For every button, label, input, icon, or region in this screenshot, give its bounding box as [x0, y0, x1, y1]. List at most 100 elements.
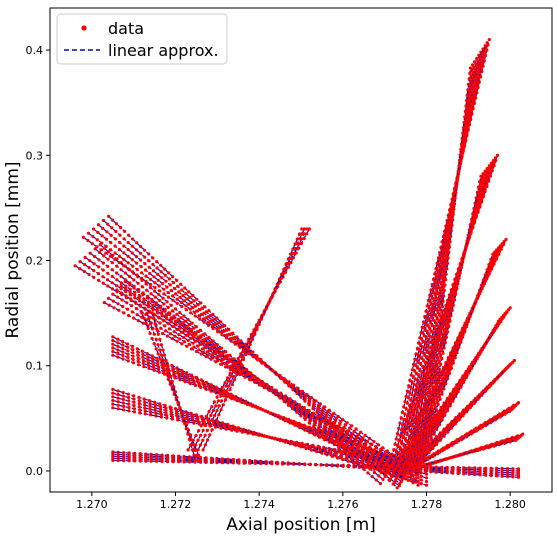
- data-point: [436, 357, 440, 361]
- data-point: [126, 240, 130, 245]
- data-point: [438, 415, 442, 419]
- data-point: [102, 301, 106, 305]
- data-point: [453, 422, 457, 426]
- data-point: [477, 185, 481, 189]
- data-point: [234, 395, 238, 399]
- data-point: [259, 358, 263, 362]
- data-point: [188, 332, 192, 336]
- data-point: [168, 332, 172, 336]
- data-point: [508, 409, 512, 413]
- data-point: [441, 256, 445, 260]
- data-point: [432, 373, 436, 377]
- data-point: [433, 299, 437, 303]
- data-point: [82, 270, 87, 274]
- data-point: [137, 395, 141, 399]
- data-point: [106, 257, 110, 261]
- data-point: [270, 460, 274, 464]
- data-point: [88, 251, 92, 255]
- data-point: [447, 371, 452, 375]
- data-point: [406, 396, 411, 400]
- data-point: [414, 444, 418, 448]
- data-point: [246, 347, 250, 352]
- data-point: [469, 432, 473, 436]
- data-point: [155, 260, 159, 264]
- data-point: [111, 346, 115, 350]
- data-point: [175, 278, 179, 282]
- data-point: [133, 293, 137, 297]
- data-point: [464, 104, 468, 108]
- data-point: [161, 331, 165, 336]
- data-point: [468, 223, 473, 227]
- data-point: [120, 293, 124, 297]
- data-point: [178, 378, 182, 382]
- data-point: [228, 353, 232, 357]
- data-point: [435, 354, 439, 358]
- data-point: [169, 408, 173, 412]
- data-point: [463, 109, 467, 113]
- data-point: [471, 212, 475, 216]
- data-point: [161, 296, 165, 300]
- data-point: [425, 414, 430, 419]
- data-point: [208, 423, 212, 427]
- data-point: [417, 403, 421, 407]
- data-point: [440, 297, 444, 301]
- data-point: [111, 342, 115, 346]
- data-point: [169, 316, 173, 320]
- data-point: [159, 412, 163, 416]
- data-point: [425, 329, 429, 333]
- data-point: [303, 417, 307, 421]
- data-point: [454, 191, 458, 195]
- data-point: [336, 427, 340, 431]
- data-point: [131, 316, 136, 320]
- data-point: [166, 453, 170, 457]
- data-point: [156, 278, 160, 282]
- data-point: [255, 327, 259, 331]
- data-point: [270, 436, 274, 440]
- data-point: [137, 294, 141, 298]
- data-point: [449, 314, 453, 318]
- data-point: [443, 411, 447, 415]
- data-point: [372, 467, 376, 471]
- data-point: [165, 317, 169, 321]
- data-point: [374, 478, 378, 482]
- data-point: [408, 414, 412, 418]
- data-point: [105, 278, 110, 282]
- data-point: [434, 383, 439, 387]
- data-point: [105, 230, 109, 234]
- data-point: [328, 439, 332, 443]
- data-point: [377, 453, 381, 457]
- data-point: [144, 452, 148, 456]
- data-point: [417, 387, 421, 391]
- data-point: [330, 454, 334, 458]
- data-point: [325, 433, 329, 437]
- data-point: [149, 452, 153, 456]
- data-point: [110, 226, 114, 230]
- data-point: [338, 443, 342, 447]
- data-point: [172, 330, 176, 334]
- data-point: [206, 344, 210, 348]
- data-point: [422, 345, 426, 350]
- data-point: [134, 301, 138, 305]
- data-point: [435, 415, 439, 419]
- data-point: [439, 346, 443, 350]
- data-point: [163, 329, 168, 333]
- data-point: [372, 470, 376, 475]
- data-point: [422, 417, 426, 421]
- data-point: [428, 326, 432, 330]
- data-point: [432, 365, 436, 369]
- data-point: [194, 413, 198, 417]
- data-point: [437, 423, 441, 427]
- data-point: [433, 405, 437, 409]
- data-point: [136, 353, 140, 357]
- data-point: [115, 290, 119, 294]
- data-point: [442, 294, 446, 298]
- data-point: [419, 430, 423, 434]
- data-point: [211, 356, 215, 360]
- data-point: [249, 402, 253, 406]
- data-point: [262, 434, 266, 438]
- data-point: [239, 359, 243, 364]
- data-point: [100, 234, 104, 238]
- data-point: [196, 438, 200, 442]
- data-point: [428, 358, 432, 363]
